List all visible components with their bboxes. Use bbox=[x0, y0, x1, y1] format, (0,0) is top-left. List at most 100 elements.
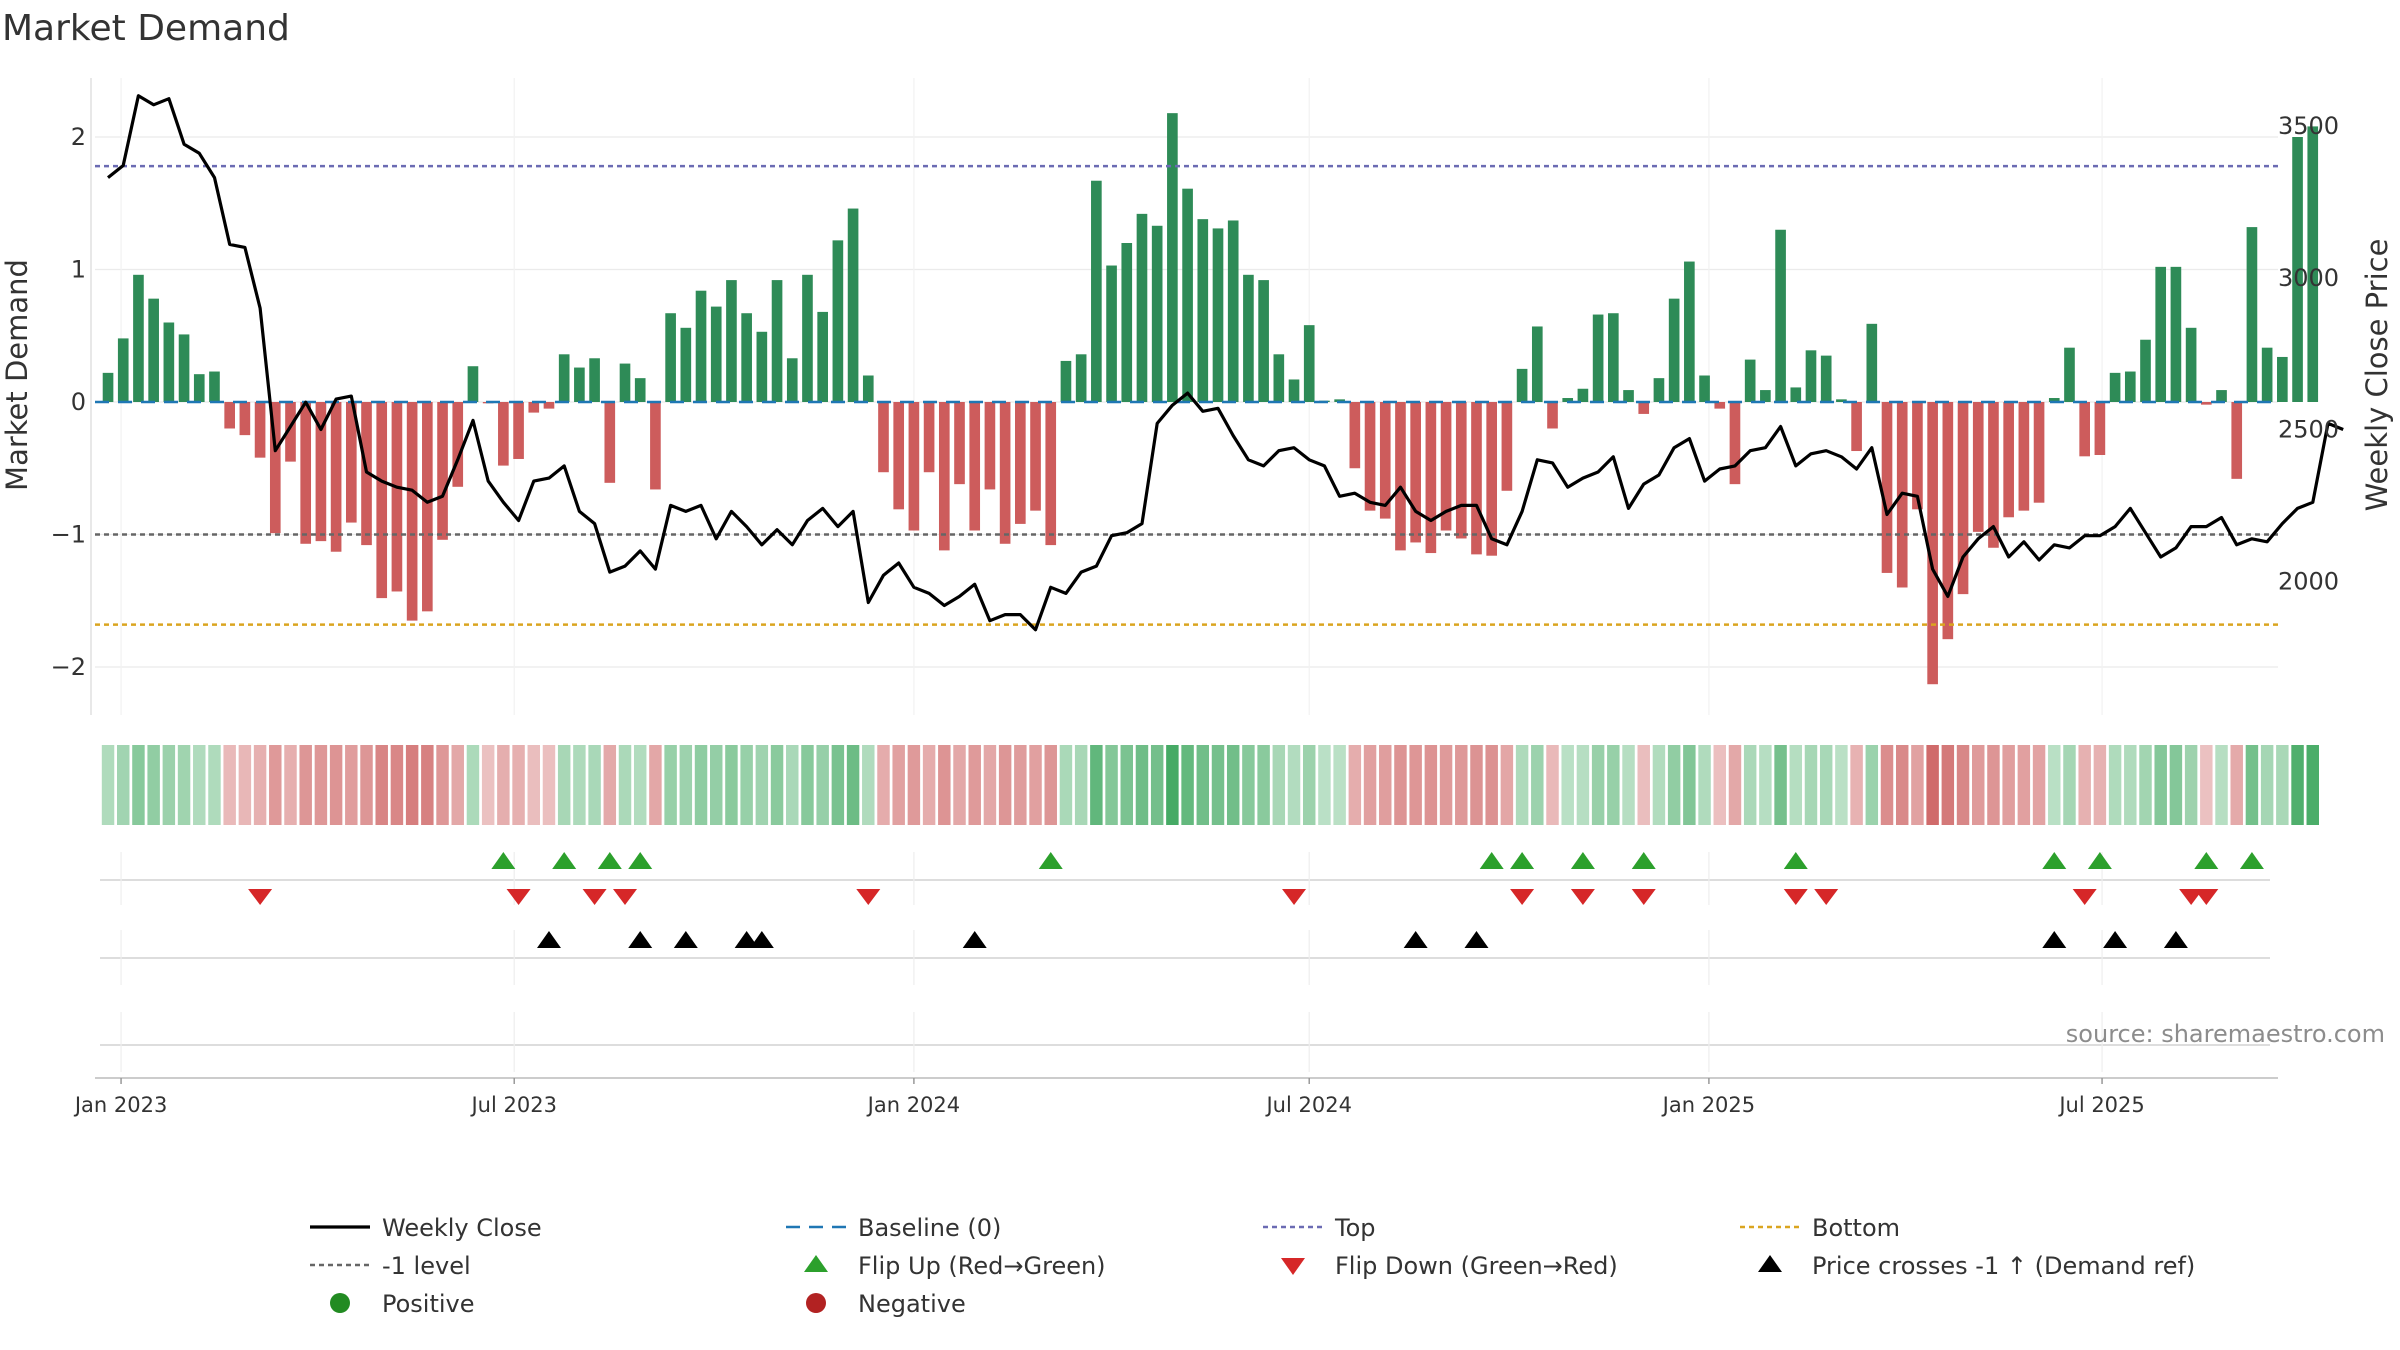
demand-bar bbox=[2277, 356, 2288, 402]
demand-bar bbox=[178, 334, 190, 402]
heat-cell bbox=[1850, 745, 1863, 825]
demand-bar bbox=[741, 313, 752, 402]
legend-swatch-positive bbox=[330, 1293, 350, 1313]
demand-bar bbox=[1608, 313, 1619, 402]
demand-bar bbox=[1182, 188, 1193, 402]
heat-cell bbox=[953, 745, 966, 825]
price-cross-markers bbox=[100, 930, 2270, 985]
demand-bar bbox=[2003, 402, 2014, 518]
demand-bar bbox=[376, 402, 388, 599]
heat-cell bbox=[2139, 745, 2152, 825]
heat-cell bbox=[801, 745, 814, 825]
demand-bar bbox=[1395, 402, 1406, 551]
demand-bar bbox=[1303, 325, 1315, 402]
flip-up-marker bbox=[1570, 852, 1595, 869]
demand-bar bbox=[2292, 137, 2303, 402]
demand-bar bbox=[574, 367, 585, 402]
heat-cell bbox=[618, 745, 632, 825]
flip-up-marker bbox=[1038, 852, 1063, 869]
heat-cell bbox=[360, 745, 373, 825]
demand-bar bbox=[1775, 229, 1786, 402]
heat-cell bbox=[481, 745, 495, 825]
heat-cell bbox=[253, 745, 267, 825]
price-cross-marker bbox=[628, 931, 653, 948]
heat-cell bbox=[2078, 745, 2091, 825]
heat-cell bbox=[1607, 745, 1620, 825]
demand-bar bbox=[345, 402, 357, 523]
demand-bar bbox=[1410, 402, 1421, 543]
demand-bar bbox=[1729, 402, 1741, 485]
y-tick-label: 1 bbox=[71, 256, 86, 284]
legend: Weekly Close Baseline (0) Top Bottom -1 leve… bbox=[310, 1214, 2195, 1318]
demand-bar bbox=[1881, 402, 1893, 573]
heat-cell bbox=[755, 745, 769, 825]
heat-cell bbox=[1667, 745, 1681, 825]
x-axis: Jan 2023 Jul 2023 Jan 2024 Jul 2024 Jan 2025… bbox=[73, 1077, 2278, 1117]
heat-cell bbox=[1698, 745, 1711, 825]
heat-cell bbox=[2108, 745, 2122, 825]
heat-cell bbox=[1774, 745, 1787, 825]
heat-cell bbox=[786, 745, 799, 825]
heat-cell bbox=[162, 745, 176, 825]
legend-label: Baseline (0) bbox=[858, 1214, 1001, 1242]
heat-cell bbox=[679, 745, 693, 825]
price-cross-marker bbox=[2163, 931, 2188, 948]
heat-cell bbox=[740, 745, 753, 825]
demand-bar bbox=[1167, 113, 1178, 403]
demand-bar bbox=[498, 402, 509, 466]
heat-cell bbox=[725, 745, 738, 825]
flip-down-marker bbox=[2194, 889, 2219, 905]
legend-item: Baseline (0) bbox=[786, 1214, 1001, 1242]
demand-bar bbox=[1015, 402, 1026, 524]
heat-cell bbox=[649, 745, 662, 825]
demand-bar bbox=[954, 402, 965, 485]
flip-up-marker bbox=[2042, 852, 2067, 869]
demand-bar bbox=[878, 402, 889, 473]
demand-bar bbox=[1790, 387, 1802, 402]
demand-bar bbox=[254, 402, 266, 458]
demand-bar bbox=[300, 402, 312, 544]
heat-cell bbox=[1302, 745, 1316, 825]
demand-bar bbox=[1912, 402, 1923, 510]
demand-bar bbox=[1045, 402, 1057, 546]
legend-label: Positive bbox=[382, 1290, 475, 1318]
empty-panel bbox=[100, 1012, 2270, 1072]
heat-cell bbox=[1333, 745, 1346, 825]
demand-bar bbox=[1623, 390, 1634, 402]
demand-bar bbox=[2155, 266, 2167, 402]
heat-cell bbox=[1987, 745, 2000, 825]
heat-cell bbox=[1135, 745, 1149, 825]
heat-cell bbox=[1880, 745, 1894, 825]
heat-cell bbox=[1287, 745, 1301, 825]
demand-bar bbox=[422, 402, 433, 612]
demand-bar bbox=[1653, 378, 1665, 402]
demand-bar bbox=[1547, 402, 1558, 429]
demand-bar bbox=[1091, 180, 1102, 402]
heat-cell bbox=[1743, 745, 1757, 825]
heat-cell bbox=[1865, 745, 1879, 825]
x-tick-label: Jan 2025 bbox=[1661, 1093, 1756, 1117]
y-axis-right: 3500 3000 2500 2000 bbox=[2278, 112, 2339, 595]
heat-cell bbox=[177, 745, 191, 825]
demand-bar bbox=[1760, 390, 1771, 402]
reference-lines bbox=[95, 164, 2278, 626]
demand-bar bbox=[650, 402, 661, 490]
heat-cell bbox=[238, 745, 252, 825]
demand-bar bbox=[1531, 326, 1543, 402]
demand-bar bbox=[133, 274, 144, 402]
legend-item: Top bbox=[1263, 1214, 1376, 1242]
legend-swatch-negative bbox=[806, 1293, 826, 1313]
legend-item: Weekly Close bbox=[310, 1214, 542, 1242]
heat-cell bbox=[512, 745, 525, 825]
flip-up-marker bbox=[491, 852, 516, 869]
y2-tick-label: 3000 bbox=[2278, 264, 2339, 292]
demand-bar bbox=[558, 354, 570, 402]
demand-bar bbox=[193, 374, 205, 402]
demand-bar bbox=[1136, 213, 1148, 402]
demand-bar bbox=[710, 306, 722, 402]
heat-cell bbox=[2048, 745, 2061, 825]
heat-cell bbox=[527, 745, 541, 825]
y2-axis-label: Weekly Close Price bbox=[2360, 239, 2394, 512]
demand-bar bbox=[1197, 219, 1209, 402]
